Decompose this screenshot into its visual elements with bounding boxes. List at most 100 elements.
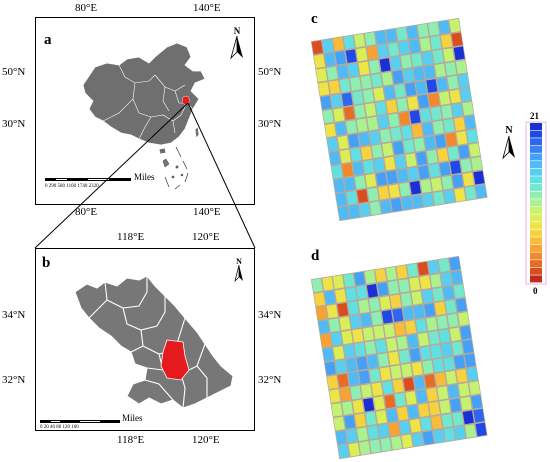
field-plot bbox=[439, 329, 451, 343]
field-plot bbox=[352, 328, 364, 343]
field-plot bbox=[466, 129, 478, 144]
field-plot bbox=[460, 396, 472, 411]
field-plot bbox=[390, 56, 402, 71]
panel-a-tick-top-1: 80°E bbox=[75, 2, 98, 14]
field-plot bbox=[447, 75, 459, 90]
field-plot bbox=[432, 287, 444, 302]
field-plot bbox=[365, 411, 377, 426]
field-plot bbox=[366, 45, 378, 60]
field-plot bbox=[445, 299, 457, 314]
panel-a-north-arrow-icon bbox=[230, 35, 243, 60]
field-plot bbox=[407, 167, 419, 181]
field-plot bbox=[424, 65, 436, 79]
field-plot bbox=[449, 89, 461, 104]
field-plot bbox=[407, 334, 419, 348]
field-plot bbox=[436, 315, 449, 330]
field-plot bbox=[316, 306, 328, 320]
legend-min-label: 0 bbox=[533, 286, 538, 296]
field-plot bbox=[369, 439, 381, 454]
field-plot bbox=[409, 277, 421, 291]
field-plot bbox=[390, 198, 403, 212]
field-plot bbox=[396, 335, 408, 350]
legend-swatch bbox=[530, 168, 542, 176]
china-province-lines bbox=[102, 64, 194, 140]
panel-b-tick-right-2: 32°N bbox=[258, 374, 282, 386]
legend-swatch bbox=[530, 145, 542, 153]
field-plot bbox=[335, 192, 347, 207]
field-plot bbox=[335, 430, 347, 445]
field-plot bbox=[337, 444, 350, 459]
field-plot bbox=[422, 193, 434, 207]
field-plot bbox=[364, 270, 376, 284]
field-plot bbox=[322, 109, 334, 124]
field-plot bbox=[320, 333, 332, 348]
panel-c-letter: c bbox=[311, 11, 318, 27]
field-plot bbox=[318, 320, 330, 334]
field-plot bbox=[388, 113, 400, 128]
field-plot bbox=[426, 387, 438, 402]
field-plot bbox=[375, 268, 387, 283]
field-plot bbox=[345, 49, 357, 64]
field-plot bbox=[381, 71, 393, 86]
field-plot bbox=[447, 146, 459, 161]
field-plot bbox=[320, 95, 332, 110]
field-plot bbox=[386, 170, 398, 185]
field-plot bbox=[344, 177, 356, 191]
field-plot bbox=[417, 23, 429, 38]
field-plot bbox=[430, 344, 442, 359]
field-plot bbox=[378, 185, 390, 200]
field-plot bbox=[475, 184, 487, 199]
field-plot bbox=[453, 46, 465, 61]
field-plot bbox=[416, 151, 428, 166]
taiwan-island bbox=[194, 126, 200, 139]
field-plot bbox=[455, 298, 467, 312]
field-plot bbox=[422, 431, 434, 445]
field-plot bbox=[420, 179, 432, 193]
field-plot bbox=[386, 408, 398, 423]
panel-b-scalebar: 0 20 40 80 120 160 Miles bbox=[40, 414, 170, 436]
field-plot bbox=[417, 94, 430, 109]
field-plot bbox=[447, 384, 459, 399]
field-plot bbox=[443, 427, 455, 442]
hainan-island bbox=[158, 147, 167, 155]
field-plot bbox=[392, 308, 404, 322]
field-plot bbox=[369, 130, 381, 145]
panel-a-tick-left-2: 30°N bbox=[2, 118, 26, 130]
panel-a-tick-left-1: 50°N bbox=[2, 66, 26, 78]
legend-swatch bbox=[530, 206, 542, 214]
field-plot bbox=[377, 353, 389, 367]
field-plot bbox=[405, 153, 417, 167]
panel-b-scale-unit: Miles bbox=[122, 413, 143, 423]
field-plot bbox=[348, 371, 360, 386]
field-plot bbox=[400, 292, 412, 307]
field-plot bbox=[434, 301, 446, 316]
field-plot bbox=[329, 151, 341, 165]
field-plot bbox=[354, 413, 366, 428]
field-plot bbox=[326, 66, 338, 81]
field-plot bbox=[339, 149, 351, 164]
field-plot bbox=[454, 188, 466, 202]
panel-a-tick-top-2: 140°E bbox=[193, 2, 221, 14]
field-plot bbox=[420, 417, 432, 431]
panel-c-field-map bbox=[310, 17, 488, 222]
field-plot bbox=[350, 147, 362, 162]
field-plot bbox=[422, 122, 434, 136]
field-plot bbox=[394, 392, 407, 407]
field-plot bbox=[409, 180, 422, 195]
panel-b-north-arrow-icon bbox=[234, 264, 243, 283]
field-plot bbox=[406, 263, 419, 278]
panel-a-tick-right-2: 30°N bbox=[258, 118, 282, 130]
field-plot bbox=[411, 53, 423, 67]
legend-north-arrow-icon bbox=[502, 135, 515, 160]
field-plot bbox=[326, 304, 338, 319]
panel-b-tick-top-2: 120°E bbox=[192, 231, 220, 243]
field-plot bbox=[451, 270, 463, 285]
field-plot bbox=[430, 106, 442, 121]
field-plot bbox=[390, 294, 402, 309]
field-plot bbox=[311, 278, 323, 293]
field-plot bbox=[396, 27, 408, 41]
field-plot bbox=[450, 398, 462, 413]
field-plot bbox=[335, 289, 347, 303]
field-plot bbox=[432, 49, 444, 64]
field-plot bbox=[360, 384, 373, 398]
